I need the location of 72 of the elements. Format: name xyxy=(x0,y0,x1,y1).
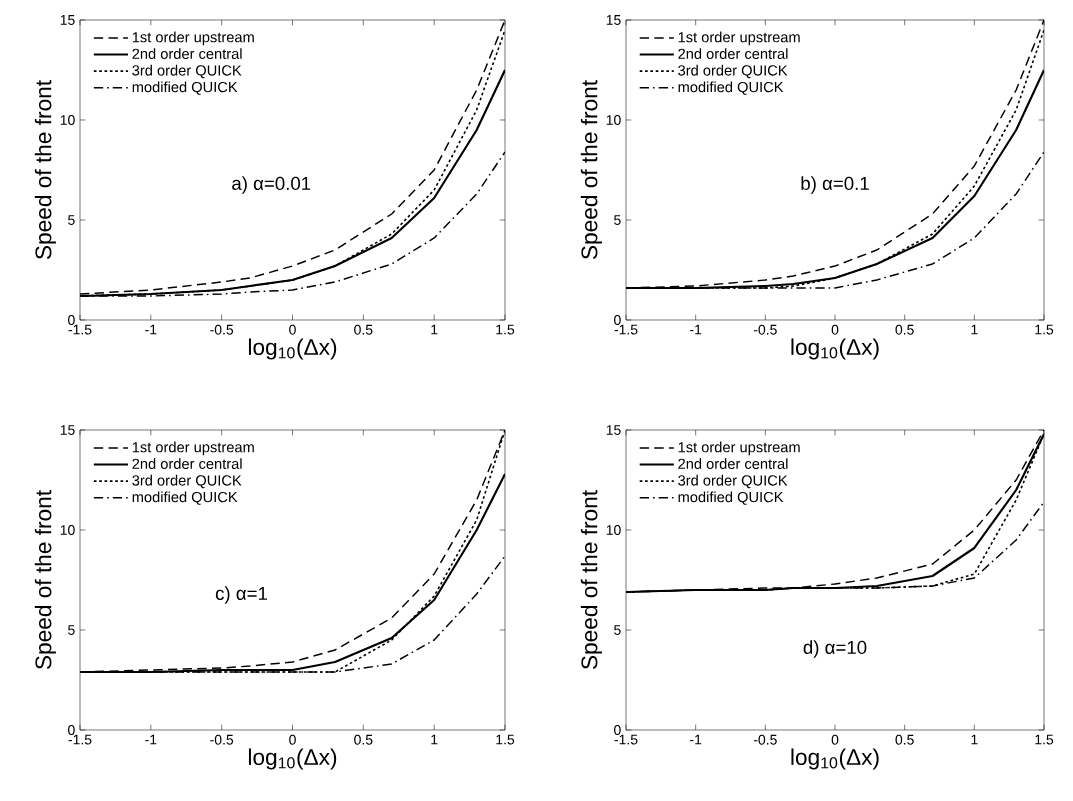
x-tick-label: -1 xyxy=(690,324,702,335)
y-tick-label: 15 xyxy=(60,15,75,25)
x-tick-label: 0 xyxy=(289,734,296,745)
y-tick-label: 10 xyxy=(60,115,75,125)
x-tick-label: 1 xyxy=(971,324,978,335)
legend-label: modified QUICK xyxy=(678,491,784,505)
annotation: a) α=0.01 xyxy=(232,176,311,194)
x-tick-label: 1 xyxy=(431,734,438,745)
x-axis-title: log$_{10}$(Δx) xyxy=(248,748,337,770)
annotation: d) α=10 xyxy=(803,640,867,658)
y-tick-label: 5 xyxy=(614,625,621,635)
x-tick-label: 0.5 xyxy=(895,324,914,335)
x-tick-label: 0.5 xyxy=(895,734,914,745)
x-tick-label: -0.5 xyxy=(210,324,234,335)
legend-label: 3rd order QUICK xyxy=(132,64,242,79)
y-tick-label: 10 xyxy=(606,115,621,125)
legend-label: 3rd order QUICK xyxy=(678,64,788,79)
x-tick-label: 1.5 xyxy=(1035,324,1054,335)
x-tick-label: 0 xyxy=(831,734,839,745)
legend-label: modified QUICK xyxy=(678,81,784,95)
legend-label: 2nd order central xyxy=(678,458,788,469)
y-axis-title: Speed of the front xyxy=(580,80,602,260)
legend-label: 3rd order QUICK xyxy=(678,474,788,489)
x-tick-label: -0.5 xyxy=(753,734,777,745)
x-axis-title: log$_{10}$(Δx) xyxy=(791,748,879,770)
legend-label: 2nd order central xyxy=(132,48,242,59)
x-tick-label: 1 xyxy=(431,324,438,335)
x-tick-label: 0.5 xyxy=(354,734,373,745)
x-tick-label: -1.5 xyxy=(68,324,92,335)
x-tick-label: 1.5 xyxy=(496,324,515,335)
y-tick-label: 0 xyxy=(68,315,75,325)
y-tick-label: 0 xyxy=(68,725,75,735)
y-axis-title: Speed of the front xyxy=(34,490,56,670)
y-tick-label: 10 xyxy=(60,525,75,535)
y-tick-label: 0 xyxy=(614,725,621,735)
legend-label: 2nd order central xyxy=(678,48,788,59)
x-tick-label: -1.5 xyxy=(614,324,638,335)
y-tick-label: 15 xyxy=(60,425,75,435)
legend-label: 1st order upstream xyxy=(132,441,254,456)
y-tick-label: 5 xyxy=(68,625,75,635)
legend-label: 1st order upstream xyxy=(678,31,800,46)
y-tick-label: 5 xyxy=(614,215,621,225)
y-axis-title: Speed of the front xyxy=(580,490,602,670)
x-tick-label: 0.5 xyxy=(354,324,373,335)
annotation: b) α=0.1 xyxy=(801,176,869,194)
x-tick-label: -1.5 xyxy=(614,734,638,745)
y-tick-label: 15 xyxy=(606,425,621,435)
legend-label: 1st order upstream xyxy=(132,31,254,46)
x-tick-label: 0 xyxy=(831,324,839,335)
y-axis-title: Speed of the front xyxy=(34,80,56,260)
y-tick-label: 0 xyxy=(614,315,621,325)
legend-label: 1st order upstream xyxy=(678,441,800,456)
x-axis-title: log$_{10}$(Δx) xyxy=(791,338,879,360)
legend-label: 3rd order QUICK xyxy=(132,474,242,489)
x-axis-title: log$_{10}$(Δx) xyxy=(248,338,337,360)
legend-label: modified QUICK xyxy=(132,81,238,95)
x-tick-label: -1 xyxy=(145,734,157,745)
x-tick-label: 1.5 xyxy=(496,734,515,745)
annotation: c) α=1 xyxy=(215,586,267,604)
y-tick-label: 10 xyxy=(606,525,621,535)
x-tick-label: 0 xyxy=(289,324,296,335)
y-tick-label: 5 xyxy=(68,215,75,225)
x-tick-label: 1 xyxy=(971,734,978,745)
x-tick-label: 1.5 xyxy=(1035,734,1054,745)
x-tick-label: -1 xyxy=(145,324,157,335)
x-tick-label: -0.5 xyxy=(753,324,777,335)
legend-label: 2nd order central xyxy=(132,458,242,469)
x-tick-label: -1.5 xyxy=(68,734,92,745)
y-tick-label: 15 xyxy=(606,15,621,25)
x-tick-label: -0.5 xyxy=(210,734,234,745)
x-tick-label: -1 xyxy=(690,734,702,745)
legend-label: modified QUICK xyxy=(132,491,238,505)
